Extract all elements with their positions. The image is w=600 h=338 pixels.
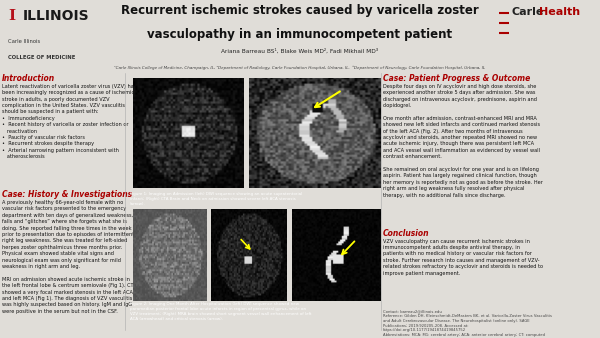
Text: ILLINOIS: ILLINOIS xyxy=(23,9,89,23)
Text: Ariana Barreau BS¹, Blake Weis MD², Fadi Mikhail MD³: Ariana Barreau BS¹, Blake Weis MD², Fadi… xyxy=(221,49,379,54)
Text: Figure 1: Imaging on Admission (left) DWI sequence showing an acute supratentori: Figure 1: Imaging on Admission (left) DW… xyxy=(130,192,302,206)
Text: Despite four days on IV acyclovir and high dose steroids, she
experienced anothe: Despite four days on IV acyclovir and hi… xyxy=(383,84,542,197)
Text: Introduction: Introduction xyxy=(2,74,55,83)
Text: Case: Patient Progress & Outcome: Case: Patient Progress & Outcome xyxy=(383,74,530,83)
Text: COLLEGE OF MEDICINE: COLLEGE OF MEDICINE xyxy=(8,54,75,59)
Text: Health: Health xyxy=(539,7,580,17)
Text: Contact: barreau2@illinois.edu
Reference: Gilden DH, Kleinschmidt-DeMasters BK, : Contact: barreau2@illinois.edu Reference… xyxy=(383,309,552,338)
Text: Latent reactivation of varicella zoster virus (VZV) has
been increasingly recogn: Latent reactivation of varicella zoster … xyxy=(2,84,136,159)
Text: Figure 2: Imaging One Month After Hospitalization (left) DWI sequence showed new: Figure 2: Imaging One Month After Hospit… xyxy=(130,302,311,321)
Text: Recurrent ischemic strokes caused by varicella zoster: Recurrent ischemic strokes caused by var… xyxy=(121,4,479,17)
Text: I: I xyxy=(8,9,15,23)
Text: Carle: Carle xyxy=(512,7,544,17)
Text: Carle Illinois: Carle Illinois xyxy=(8,39,40,44)
Text: Conclusion: Conclusion xyxy=(383,229,430,238)
Text: ¹Carle Illinois College of Medicine, Champaign, IL, ²Department of Radiology, Ca: ¹Carle Illinois College of Medicine, Cha… xyxy=(115,66,485,70)
Text: A previously healthy 66-year-old female with no
vascular risk factors presented : A previously healthy 66-year-old female … xyxy=(2,200,136,314)
Text: vasculopathy in an immunocompetent patient: vasculopathy in an immunocompetent patie… xyxy=(148,28,452,41)
Text: Case: History & Investigations: Case: History & Investigations xyxy=(2,190,132,199)
Text: VZV vasculopathy can cause recurrent ischemic strokes in
immunocompetent adults : VZV vasculopathy can cause recurrent isc… xyxy=(383,239,543,275)
